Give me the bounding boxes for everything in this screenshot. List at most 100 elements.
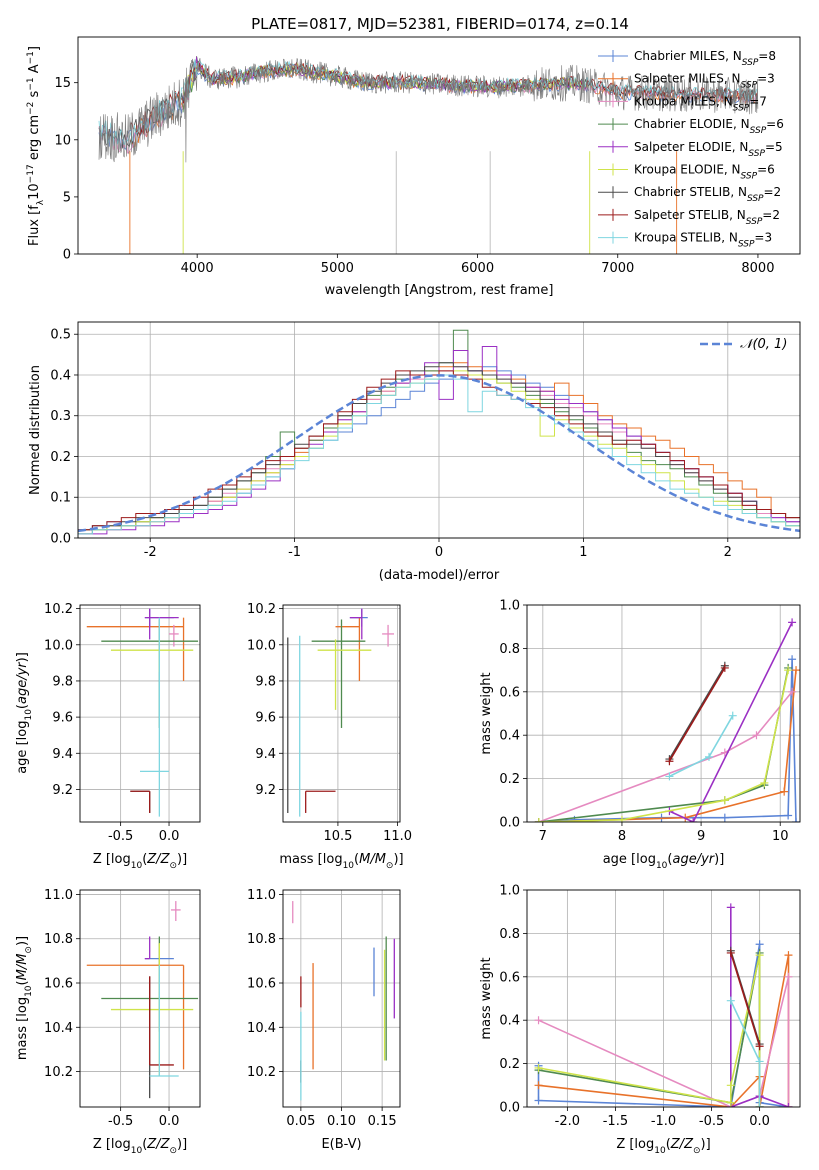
mass-vs-metallicity-xlabel: Z [log10(Z/Z⊙)]: [93, 1137, 187, 1156]
age-vs-metallicity-xlabel-part: Z/Z: [146, 852, 170, 867]
spectrum-ylabel: Flux [fλ10−17 erg cm−2 s−1 A−1]: [26, 46, 46, 246]
age-vs-mass-ytick-label: 9.6: [255, 711, 276, 726]
histogram-legend-label: 𝒩(0, 1): [740, 337, 787, 352]
mass-vs-metallicity-ytick-label: 11.0: [44, 888, 73, 903]
spectrum-observed: [98, 58, 759, 163]
spectrum-ylabel-part: ]: [27, 46, 42, 51]
mass-vs-reddening: 0.05 0.10 0.15 10.2 10.4 10.6 10.8 11.0 E(B-V): [247, 888, 401, 1152]
spectrum-legend-label-part: SSP: [741, 172, 758, 182]
mass-weight-vs-age-marker-kroupa-stelib: [728, 711, 737, 720]
mass-weight-vs-age-marker-kroupa-elodie: [534, 818, 543, 822]
mass-weight-vs-metallicity-marker-kroupa-elodie: [726, 1098, 735, 1107]
mass-weight-vs-age-marker-chabrier-miles: [788, 655, 797, 664]
mass-weight-vs-metallicity-plot-area: [534, 903, 793, 1107]
mass-weight-vs-metallicity-ytick-label: 0.8: [499, 927, 520, 942]
mass-weight-vs-metallicity-xlabel: Z [log10(Z/Z⊙)]: [616, 1137, 710, 1156]
mass-weight-vs-age-marker-chabrier-miles: [792, 818, 800, 822]
mass-weight-vs-age-xlabel-part: age/yr: [672, 852, 715, 867]
spectrum-legend-label-part: SSP: [747, 194, 764, 204]
residual-histogram-xtick-label: 2: [724, 545, 732, 560]
age-vs-metallicity-ytick-label: 9.8: [52, 674, 73, 689]
mass-weight-vs-age-marker-salpeter-elodie: [689, 818, 698, 822]
spectrum-legend-label: Kroupa ELODIE, NSSP=6: [634, 163, 775, 182]
residual-histogram-xtick-label: -2: [144, 545, 157, 560]
mass-weight-vs-age-marker-salpeter-miles: [792, 666, 800, 675]
mass-weight-vs-age-marker-kroupa-elodie: [617, 815, 626, 822]
mass-weight-vs-metallicity-xlabel-part: (: [666, 1137, 671, 1152]
spectrum-ylabel-part: −1: [26, 77, 36, 90]
age-vs-metallicity-ylabel-part: age [log: [15, 721, 30, 774]
mass-weight-vs-metallicity-ytick-label: 0.4: [499, 1014, 520, 1029]
age-vs-metallicity-xlabel-part: ⊙: [169, 861, 177, 871]
spectrum-legend-label-part: Chabrier STELIB, N: [634, 185, 747, 199]
residual-histogram-plot-area: [78, 329, 800, 538]
spectrum-legend-label: Kroupa MILES, NSSP=7: [634, 94, 767, 113]
age-vs-mass-frame: [282, 604, 401, 823]
mass-vs-metallicity-plot-area: [86, 901, 199, 1099]
spectrum-legend-label-part: Chabrier ELODIE, N: [634, 117, 750, 131]
age-vs-metallicity-ylabel-group: age [log10(age/yr)]: [15, 652, 34, 774]
mass-weight-vs-metallicity: -2.0 -1.5 -1.0 -0.5 0.0 0.0 0.2 0.4 0.6 0.8 1.0 Z […: [479, 884, 801, 1156]
spectrum-legend-label-part: Salpeter STELIB, N: [634, 208, 746, 222]
mass-vs-reddening-xtick-label: 0.15: [368, 1114, 397, 1129]
age-vs-metallicity-ylabel-part: age/yr: [15, 661, 30, 704]
mass-weight-vs-age-plot-area: [534, 618, 800, 822]
mass-vs-metallicity-xlabel-part: Z [log: [93, 1137, 131, 1152]
mass-vs-metallicity-ytick-label: 10.8: [44, 932, 73, 947]
mass-vs-metallicity-xlabel-part: (: [142, 1137, 147, 1152]
spectrum-ylabel-part: A: [27, 64, 42, 77]
mass-weight-vs-metallicity-marker-kroupa-stelib: [726, 996, 735, 1005]
mass-weight-vs-metallicity-xtick-label: -0.5: [699, 1114, 724, 1129]
spectrum-legend-label-part: SSP: [738, 240, 755, 250]
age-vs-mass-xtick-label: 11.0: [383, 829, 412, 844]
mass-weight-vs-metallicity-xlabel-part: ⊙: [693, 1146, 701, 1156]
mass-weight-vs-age-marker-salpeter-elodie: [788, 618, 797, 627]
spectrum-legend-label: Chabrier MILES, NSSP=8: [634, 49, 776, 68]
mass-weight-vs-metallicity-marker-kroupa-miles: [784, 972, 793, 981]
spectrum-legend-label-part: =7: [749, 94, 767, 108]
age-vs-metallicity: -0.5 0.09.29.49.69.810.010.2Z [log10(Z/Z⊙…: [15, 602, 201, 871]
spectrum-ylabel-part: −2: [26, 102, 36, 115]
spectrum-legend-label-part: Kroupa STELIB, N: [634, 231, 738, 245]
mass-weight-vs-age-marker-kroupa-stelib: [705, 752, 713, 761]
age-vs-metallicity-ytick-label: 10.0: [44, 638, 73, 653]
spectrum-plot-area: [98, 56, 759, 254]
age-vs-metallicity-xlabel-part: )]: [177, 852, 187, 867]
histogram-xlabel: (data-model)/error: [379, 568, 500, 583]
spectrum-legend-label-part: SSP: [733, 103, 750, 113]
residual-histogram-xtick-label: -1: [288, 545, 301, 560]
spectrum-ytick-label: 0: [63, 248, 71, 263]
spectrum-legend-label-part: SSP: [742, 58, 759, 68]
mass-weight-vs-metallicity-marker-salpeter-miles: [784, 951, 793, 960]
age-vs-mass-ytick-label: 9.8: [255, 674, 276, 689]
normal-reference-curve: [78, 374, 800, 533]
mass-weight-vs-metallicity-ytick-label: 0.2: [499, 1057, 520, 1072]
residual-histogram-ytick-label: 0.2: [50, 450, 71, 465]
mass-weight-vs-metallicity-marker-kroupa-elodie: [534, 1063, 543, 1072]
age-vs-metallicity-ylabel-part: 10: [24, 709, 34, 721]
spectrum-ylabel-part: erg cm: [27, 115, 42, 164]
spectrum-legend-label-part: Chabrier MILES, N: [634, 49, 742, 63]
mass-weight-vs-age-ytick-label: 0.4: [499, 729, 520, 744]
age-vs-mass-xlabel-part: ⊙: [386, 861, 394, 871]
age-vs-mass-xlabel: mass [log10(M/M⊙)]: [279, 852, 403, 871]
mass-vs-metallicity-ylabel-part: M/M: [15, 954, 30, 981]
mass-weight-vs-age-series-salpeter-elodie: [669, 622, 793, 822]
mass-vs-metallicity-ylabel-part: mass [log: [15, 997, 30, 1060]
spectrum-xtick-label: 8000: [741, 261, 774, 276]
mass-weight-vs-age-xlabel-part: age [log: [603, 852, 656, 867]
histogram-series-kroupa-stelib: [78, 374, 800, 538]
mass-vs-metallicity-ytick-label: 10.6: [44, 977, 73, 992]
mass-weight-vs-age-xlabel-part: 10: [656, 861, 668, 871]
age-vs-mass-ytick-label: 9.4: [255, 747, 276, 762]
residual-histogram-xtick-label: 1: [579, 545, 587, 560]
mass-weight-vs-age-marker-kroupa-stelib: [665, 772, 674, 781]
spectrum-legend-label-part: SSP: [748, 149, 765, 159]
mass-vs-metallicity-frame: [79, 889, 201, 1108]
mass-weight-vs-age-ytick-label: 0.2: [499, 772, 520, 787]
residual-histogram-ytick-label: 0.4: [50, 368, 71, 383]
mass-weight-vs-metallicity-xtick-label: -1.0: [651, 1114, 676, 1129]
